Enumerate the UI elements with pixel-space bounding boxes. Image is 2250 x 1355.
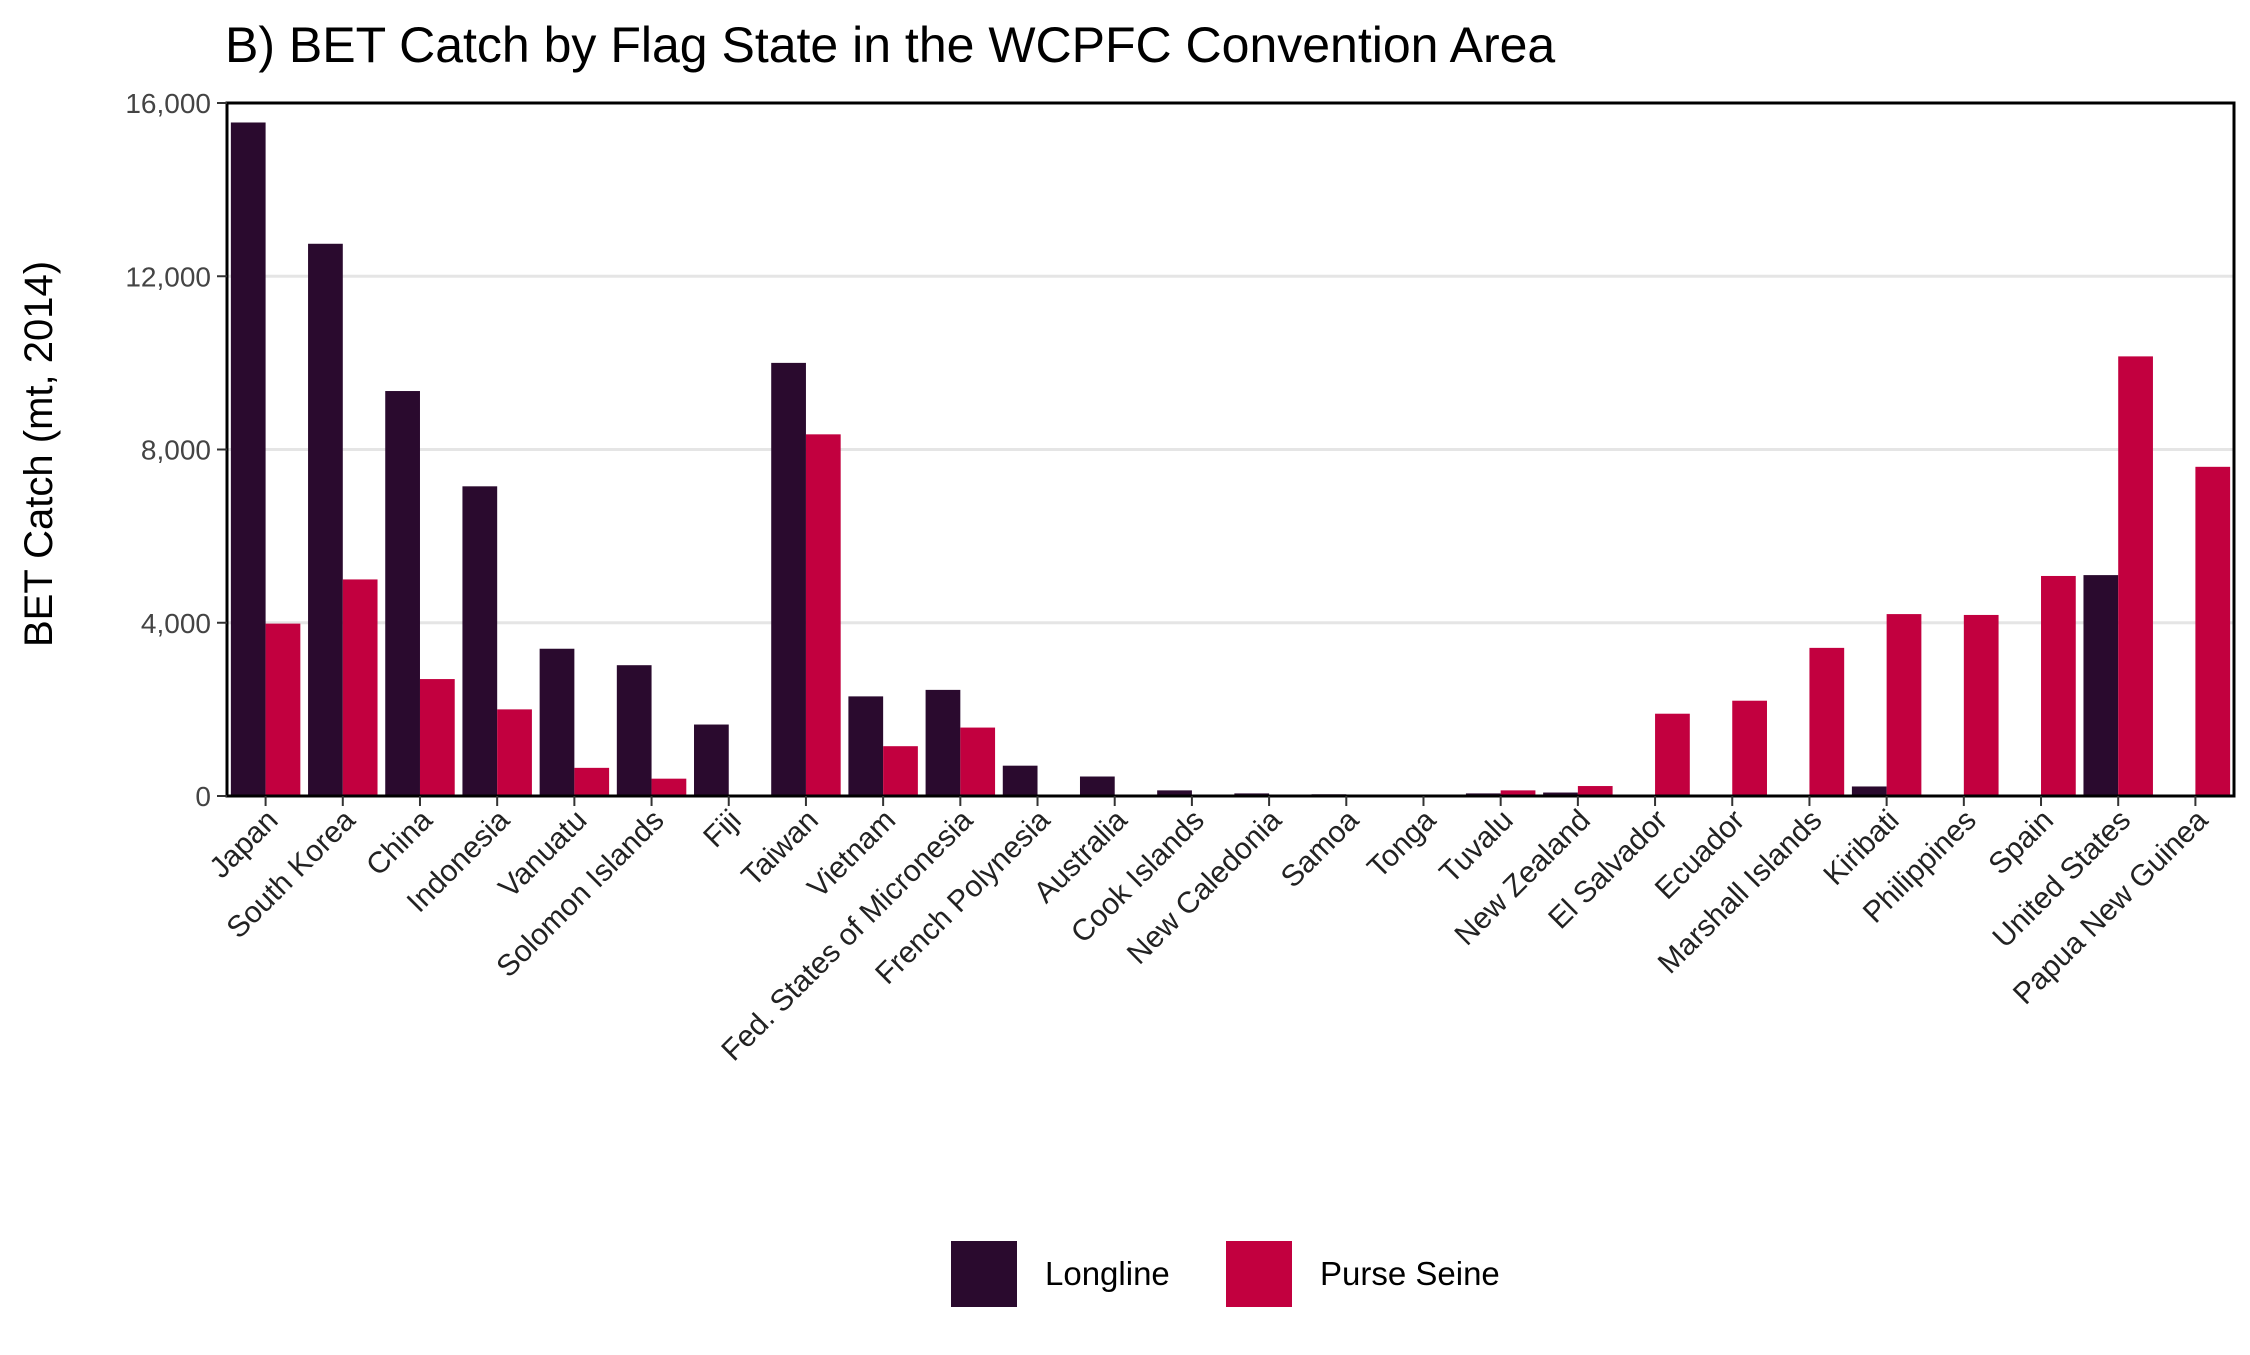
bar-purse-seine [2195, 466, 2231, 796]
x-tick-label: Cook Islands [1065, 804, 1211, 950]
bar-purse-seine [1655, 713, 1690, 796]
bar-purse-seine [1500, 790, 1536, 796]
x-tick-label: Tonga [1361, 803, 1442, 884]
y-tick-label: 0 [195, 781, 211, 812]
bar-purse-seine [2118, 356, 2153, 796]
y-axis: 0 4,000 8,000 12,000 16,000 [125, 88, 227, 812]
bar-longline [1851, 786, 1887, 796]
bar-purse-seine [342, 579, 378, 796]
bar-longline [771, 362, 806, 797]
bar-longline [694, 724, 729, 796]
chart-title: B) BET Catch by Flag State in the WCPFC … [225, 17, 1555, 73]
bar-longline [616, 665, 652, 796]
bar-purse-seine [883, 746, 918, 796]
bar-purse-seine [1809, 647, 1845, 796]
y-tick-label: 12,000 [125, 261, 211, 292]
bar-longline [1079, 776, 1115, 796]
bar-purse-seine [651, 778, 687, 796]
bar-purse-seine [1577, 786, 1613, 796]
bar-longline [2083, 575, 2119, 796]
bar-purse-seine [497, 709, 532, 797]
legend-label: Purse Seine [1320, 1255, 1500, 1292]
bar-purse-seine [265, 623, 301, 796]
bar-longline [1157, 790, 1192, 796]
bar-purse-seine [805, 434, 841, 796]
y-axis-title: BET Catch (mt, 2014) [17, 261, 61, 647]
bar-longline [462, 486, 498, 796]
y-tick-label: 8,000 [141, 435, 211, 466]
bar-longline [230, 122, 266, 797]
bar-purse-seine [960, 727, 996, 796]
bar-purse-seine [419, 679, 455, 796]
y-tick-label: 16,000 [125, 88, 211, 119]
bar-purse-seine [1886, 614, 1922, 796]
bar-longline [925, 689, 961, 796]
legend-swatch [1226, 1241, 1292, 1307]
bar-purse-seine [574, 767, 610, 796]
bar-purse-seine [1963, 614, 1999, 796]
x-tick-label: New Zealand [1448, 804, 1596, 952]
bar-longline [308, 243, 343, 796]
bar-longline [1002, 765, 1038, 796]
bar-purse-seine [1732, 700, 1767, 796]
bar-longline [1543, 792, 1578, 796]
y-tick-label: 4,000 [141, 608, 211, 639]
grid-lines [227, 101, 2234, 798]
x-tick-label: Samoa [1275, 803, 1366, 894]
bar-longline [385, 391, 420, 796]
bar-longline [539, 648, 575, 796]
x-tick-label: Fiji [697, 804, 747, 854]
legend: Longline Purse Seine [951, 1241, 1500, 1307]
bar-purse-seine [2041, 575, 2076, 796]
legend-swatch [951, 1241, 1017, 1307]
legend-label: Longline [1045, 1255, 1170, 1292]
bar-longline [848, 696, 884, 796]
bars [230, 122, 2231, 797]
